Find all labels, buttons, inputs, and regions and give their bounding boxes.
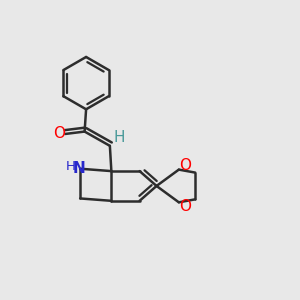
- Text: O: O: [53, 127, 65, 142]
- Text: N: N: [72, 161, 85, 176]
- Text: O: O: [179, 199, 191, 214]
- Text: H: H: [114, 130, 125, 145]
- Text: H: H: [66, 160, 76, 173]
- Text: O: O: [179, 158, 191, 173]
